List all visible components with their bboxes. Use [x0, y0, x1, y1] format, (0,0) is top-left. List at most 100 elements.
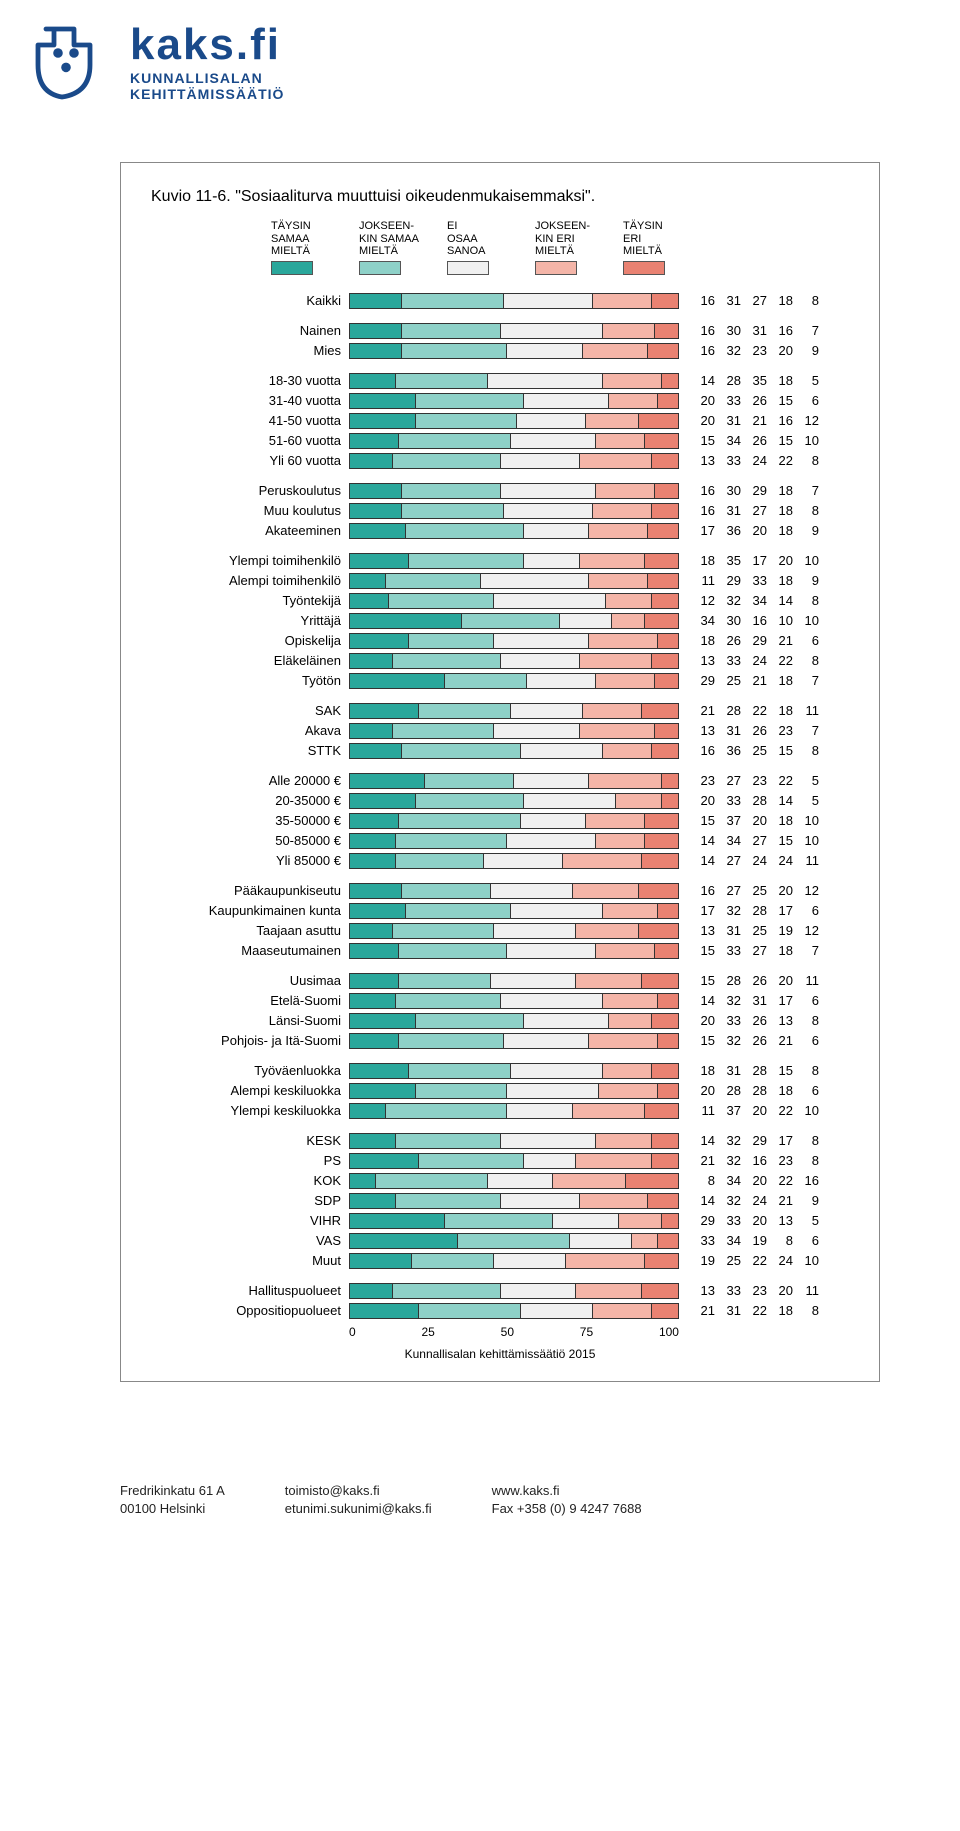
row-values: 163127188	[689, 503, 819, 518]
bar-segment	[589, 524, 648, 538]
legend-swatch	[447, 261, 489, 275]
bar-row: VIHR293320135	[151, 1211, 849, 1231]
bar-segment	[580, 724, 655, 738]
group-gap	[151, 871, 849, 881]
bar-segment	[393, 1284, 501, 1298]
row-label: VAS	[151, 1233, 349, 1248]
value-cell: 36	[715, 743, 741, 758]
footer-address-l2: 00100 Helsinki	[120, 1500, 225, 1518]
row-label: PS	[151, 1153, 349, 1168]
bar-row: PS213216238	[151, 1151, 849, 1171]
chart-container: Kuvio 11-6. "Sosiaaliturva muuttuisi oik…	[120, 162, 880, 1382]
bar-segment	[642, 704, 678, 718]
bar-row: Kaupunkimainen kunta173228176	[151, 901, 849, 921]
row-values: 182629216	[689, 633, 819, 648]
bar-segment	[626, 1174, 678, 1188]
legend-label-line: JOKSEEN-	[359, 220, 414, 233]
bar-segment	[603, 1064, 652, 1078]
bar-row: 41-50 vuotta2031211612	[151, 411, 849, 431]
legend-label-line: MIELTÄ	[359, 245, 398, 258]
legend-swatch	[623, 261, 665, 275]
row-label: Työtön	[151, 673, 349, 688]
value-cell: 8	[793, 1303, 819, 1318]
value-cell: 21	[767, 1193, 793, 1208]
bar-segment	[350, 574, 386, 588]
value-cell: 32	[715, 993, 741, 1008]
value-cell: 8	[793, 1063, 819, 1078]
value-cell: 15	[767, 433, 793, 448]
bar-segment	[580, 554, 646, 568]
bar-segment	[645, 1104, 678, 1118]
bar-segment	[652, 654, 678, 668]
value-cell: 20	[689, 1013, 715, 1028]
stacked-bar	[349, 833, 679, 849]
bar-segment	[350, 924, 393, 938]
bar-segment	[425, 774, 514, 788]
value-cell: 12	[793, 923, 819, 938]
bar-segment	[616, 794, 662, 808]
bar-segment	[350, 744, 402, 758]
value-cell: 22	[767, 1103, 793, 1118]
x-tick: 50	[501, 1325, 514, 1339]
bar-segment	[504, 504, 593, 518]
row-label: Eläkeläinen	[151, 653, 349, 668]
row-label: Yli 85000 €	[151, 853, 349, 868]
bar-row: Muu koulutus163127188	[151, 501, 849, 521]
value-cell: 5	[793, 373, 819, 388]
value-cell: 21	[741, 413, 767, 428]
bar-segment	[350, 1134, 396, 1148]
row-values: 203328145	[689, 793, 819, 808]
stacked-bar	[349, 523, 679, 539]
value-cell: 17	[741, 553, 767, 568]
bar-segment	[632, 1234, 658, 1248]
bar-segment	[645, 614, 678, 628]
value-cell: 16	[767, 413, 793, 428]
bar-row: Pohjois- ja Itä-Suomi153226216	[151, 1031, 849, 1051]
value-cell: 17	[689, 903, 715, 918]
value-cell: 25	[715, 1253, 741, 1268]
value-cell: 29	[689, 673, 715, 688]
bar-segment	[402, 294, 504, 308]
value-cell: 31	[715, 293, 741, 308]
legend-item: JOKSEEN-KIN SAMAAMIELTÄ	[359, 220, 429, 275]
bar-segment	[553, 1214, 619, 1228]
value-cell: 33	[715, 453, 741, 468]
bar-segment	[350, 1064, 409, 1078]
footer-email-l2: etunimi.sukunimi@kaks.fi	[285, 1500, 432, 1518]
value-cell: 27	[715, 853, 741, 868]
value-cell: 25	[741, 923, 767, 938]
bar-segment	[350, 454, 393, 468]
value-cell: 31	[715, 413, 741, 428]
value-cell: 33	[715, 1283, 741, 1298]
row-label: SDP	[151, 1193, 349, 1208]
row-label: VIHR	[151, 1213, 349, 1228]
value-cell: 8	[793, 653, 819, 668]
footer-web: www.kaks.fi Fax +358 (0) 9 4247 7688	[492, 1482, 642, 1518]
bar-segment	[488, 1174, 554, 1188]
value-cell: 15	[767, 833, 793, 848]
stacked-bar	[349, 1103, 679, 1119]
value-cell: 31	[715, 723, 741, 738]
value-cell: 21	[689, 1153, 715, 1168]
bar-segment	[350, 994, 396, 1008]
value-cell: 28	[741, 793, 767, 808]
x-tick: 25	[421, 1325, 434, 1339]
stacked-bar	[349, 503, 679, 519]
bar-segment	[494, 1254, 566, 1268]
value-cell: 8	[793, 1133, 819, 1148]
value-cell: 32	[715, 343, 741, 358]
footer-address-l1: Fredrikinkatu 61 A	[120, 1482, 225, 1500]
bar-row: 20-35000 €203328145	[151, 791, 849, 811]
bar-segment	[576, 1154, 651, 1168]
value-cell: 28	[715, 703, 741, 718]
bar-segment	[560, 614, 612, 628]
bar-segment	[350, 1034, 399, 1048]
value-cell: 16	[689, 343, 715, 358]
bar-segment	[586, 414, 638, 428]
row-label: 31-40 vuotta	[151, 393, 349, 408]
value-cell: 18	[767, 373, 793, 388]
row-label: Alle 20000 €	[151, 773, 349, 788]
bar-segment	[521, 1304, 593, 1318]
stacked-bar	[349, 373, 679, 389]
x-axis: 0255075100	[349, 1325, 679, 1339]
